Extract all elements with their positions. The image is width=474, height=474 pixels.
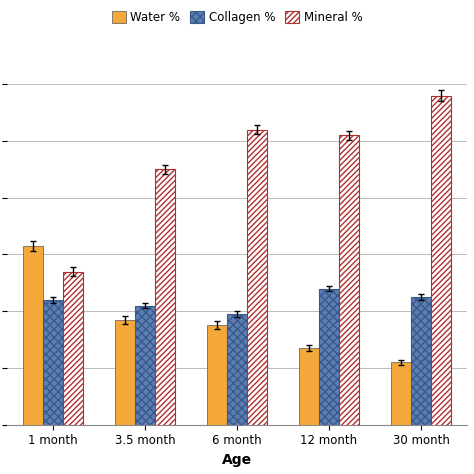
Bar bbox=[43, 300, 63, 425]
Legend: Water %, Collagen %, Mineral %: Water %, Collagen %, Mineral % bbox=[107, 6, 367, 29]
Bar bbox=[135, 306, 155, 425]
Bar bbox=[391, 362, 411, 425]
Bar bbox=[339, 135, 359, 425]
Bar bbox=[319, 289, 339, 425]
Bar bbox=[155, 169, 175, 425]
X-axis label: Age: Age bbox=[222, 453, 252, 467]
Bar bbox=[23, 246, 43, 425]
Bar bbox=[431, 96, 451, 425]
Bar bbox=[299, 348, 319, 425]
Bar bbox=[247, 129, 267, 425]
Bar bbox=[115, 320, 135, 425]
Bar bbox=[227, 314, 247, 425]
Bar bbox=[411, 297, 431, 425]
Bar bbox=[63, 272, 83, 425]
Bar bbox=[207, 326, 227, 425]
